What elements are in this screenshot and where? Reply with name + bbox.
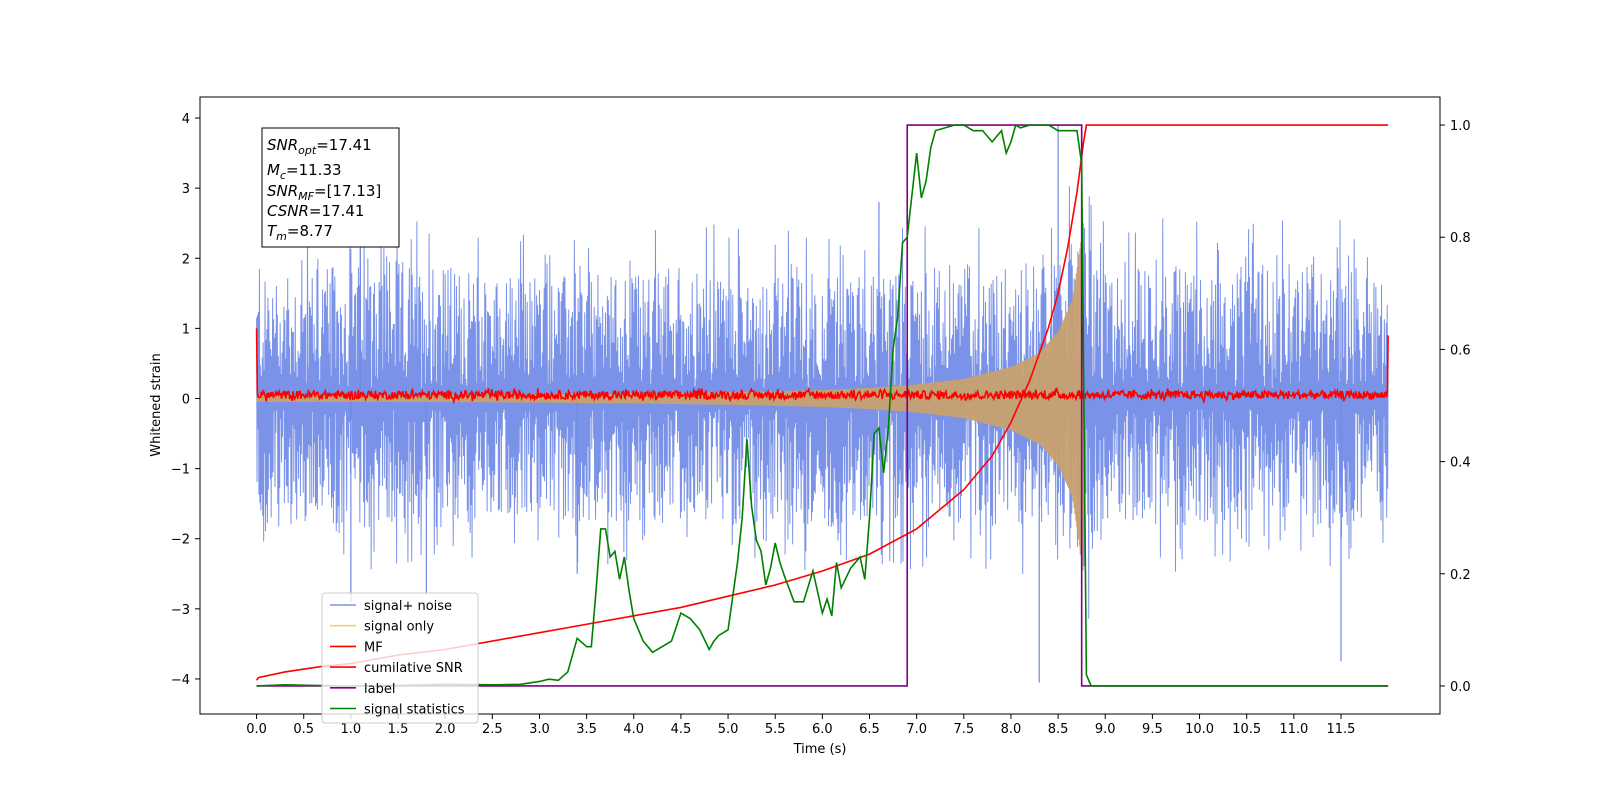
stats-mc-base: M xyxy=(267,161,280,179)
stats-box: SNRopt=17.41 Mc=11.33 SNRMF=[17.13] CSNR… xyxy=(261,127,400,248)
legend-entry-label: signal only xyxy=(364,620,434,635)
series-signal-noise xyxy=(256,186,1389,619)
stats-tm-sub: m xyxy=(276,230,287,243)
x-tick-label: 10.5 xyxy=(1232,722,1261,737)
y-left-tick-label: −2 xyxy=(171,533,190,548)
x-tick-label: 7.0 xyxy=(906,722,927,737)
stats-snr-mf: SNRMF=[17.13] xyxy=(267,182,381,203)
stats-snr-opt-sub: opt xyxy=(298,144,317,157)
x-tick-label: 1.0 xyxy=(341,722,362,737)
stats-snr-mf-base: SNR xyxy=(267,182,298,200)
x-tick-label: 3.5 xyxy=(576,722,597,737)
y-left-tick-label: −3 xyxy=(171,603,190,618)
y-right-tick-label: 0.8 xyxy=(1450,231,1471,246)
x-tick-label: 2.5 xyxy=(482,722,503,737)
y-axis-label: Whitened strain xyxy=(149,353,164,456)
stats-mc-sub: c xyxy=(280,169,286,182)
legend-entry-label: MF xyxy=(364,640,383,655)
x-tick-label: 7.5 xyxy=(953,722,974,737)
x-tick-label: 2.0 xyxy=(435,722,456,737)
legend-entry-label: signal statistics xyxy=(364,703,465,718)
x-tick-label: 0.0 xyxy=(246,722,267,737)
y-left-tick-label: 1 xyxy=(182,322,190,337)
x-tick-label: 4.0 xyxy=(623,722,644,737)
stats-mc-value: =11.33 xyxy=(286,161,342,179)
legend-entry-label: signal+ noise xyxy=(364,599,452,614)
legend-entry-label: label xyxy=(364,682,395,697)
stats-mc: Mc=11.33 xyxy=(267,161,342,182)
x-tick-label: 5.5 xyxy=(765,722,786,737)
series-signal-statistics xyxy=(256,123,1389,687)
legend-frame xyxy=(321,592,479,724)
x-tick-label: 0.5 xyxy=(293,722,314,737)
x-tick-label: 5.0 xyxy=(718,722,739,737)
x-axis-label: Time (s) xyxy=(793,742,847,757)
y-left-tick-label: 4 xyxy=(182,112,190,127)
y-left-tick-label: −1 xyxy=(171,463,190,478)
y-left-tick-label: 0 xyxy=(182,392,190,407)
stats-tm: Tm=8.77 xyxy=(267,222,333,243)
stats-csnr-base: CSNR xyxy=(267,202,309,220)
legend: signal+ noise signal only MF cumilative SNR… xyxy=(321,592,479,724)
y-right-tick-label: 1.0 xyxy=(1450,119,1471,134)
legend-entry-label: cumilative SNR xyxy=(364,661,463,676)
x-tick-label: 3.0 xyxy=(529,722,550,737)
stats-snr-mf-value: =[17.13] xyxy=(314,182,381,200)
stats-snr-opt-value: =17.41 xyxy=(316,136,372,154)
y-left-tick-label: −4 xyxy=(171,673,190,688)
stats-snr-opt-base: SNR xyxy=(267,136,298,154)
x-tick-label: 8.0 xyxy=(1001,722,1022,737)
x-tick-label: 4.5 xyxy=(671,722,692,737)
stats-tm-value: =8.77 xyxy=(287,222,333,240)
x-tick-label: 1.5 xyxy=(388,722,409,737)
x-tick-label: 8.5 xyxy=(1048,722,1069,737)
y-right-tick-label: 0.4 xyxy=(1450,456,1471,471)
x-tick-label: 6.0 xyxy=(812,722,833,737)
stats-csnr: CSNR=17.41 xyxy=(267,202,364,220)
y-left-tick-label: 2 xyxy=(182,252,190,267)
stats-box-frame xyxy=(261,127,400,248)
y-right-tick-label: 0.6 xyxy=(1450,343,1471,358)
stats-tm-base: T xyxy=(267,222,278,240)
y-right-tick-label: 0.0 xyxy=(1450,680,1471,695)
series-mf xyxy=(255,328,1389,405)
x-tick-label: 11.0 xyxy=(1279,722,1308,737)
stats-snr-mf-sub: MF xyxy=(298,190,314,203)
stats-csnr-value: =17.41 xyxy=(309,202,365,220)
stats-snr-opt: SNRopt=17.41 xyxy=(267,136,372,157)
x-tick-label: 11.5 xyxy=(1327,722,1356,737)
y-right-tick-label: 0.2 xyxy=(1450,568,1471,583)
plot-frame-border xyxy=(199,96,1441,715)
x-tick-label: 6.5 xyxy=(859,722,880,737)
x-tick-label: 10.0 xyxy=(1185,722,1214,737)
x-tick-label: 9.0 xyxy=(1095,722,1116,737)
y-left-tick-label: 3 xyxy=(182,182,190,197)
x-tick-label: 9.5 xyxy=(1142,722,1163,737)
